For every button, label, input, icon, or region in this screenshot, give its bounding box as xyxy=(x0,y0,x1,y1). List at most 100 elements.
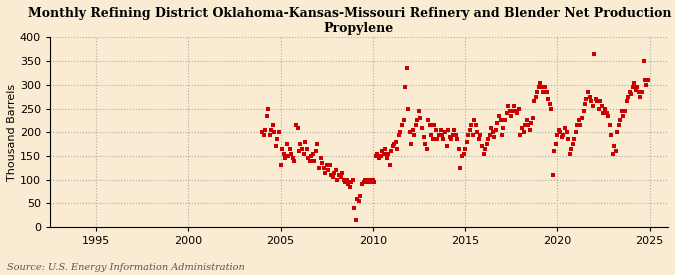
Point xyxy=(554,128,564,132)
Point xyxy=(603,114,614,118)
Point xyxy=(292,125,303,130)
Point xyxy=(431,128,441,132)
Point xyxy=(580,102,591,106)
Point xyxy=(550,142,561,146)
Point xyxy=(429,123,439,127)
Point xyxy=(418,135,429,139)
Point xyxy=(515,133,526,137)
Point xyxy=(432,137,443,142)
Point xyxy=(592,99,603,104)
Point xyxy=(464,128,475,132)
Point xyxy=(315,156,326,161)
Point xyxy=(495,118,506,123)
Point xyxy=(484,133,495,137)
Point xyxy=(331,168,342,172)
Point xyxy=(395,130,406,134)
Point xyxy=(483,137,493,142)
Point xyxy=(555,130,566,134)
Point xyxy=(327,175,338,180)
Point xyxy=(443,128,454,132)
Point xyxy=(500,118,510,123)
Point xyxy=(606,133,617,137)
Point xyxy=(348,177,358,182)
Point xyxy=(358,180,369,184)
Point xyxy=(629,80,640,85)
Point xyxy=(557,135,568,139)
Point xyxy=(597,104,608,108)
Point xyxy=(589,52,599,56)
Point xyxy=(541,90,552,94)
Point xyxy=(340,180,350,184)
Point xyxy=(360,177,371,182)
Point xyxy=(320,170,331,175)
Point xyxy=(572,123,583,127)
Point xyxy=(599,106,610,111)
Point xyxy=(378,151,389,156)
Point xyxy=(524,128,535,132)
Point xyxy=(516,125,527,130)
Point xyxy=(439,130,450,134)
Point xyxy=(616,109,627,113)
Point xyxy=(489,135,500,139)
Point xyxy=(421,147,432,151)
Point xyxy=(398,118,409,123)
Point xyxy=(472,130,483,134)
Point xyxy=(390,139,401,144)
Point xyxy=(341,177,352,182)
Point xyxy=(288,156,298,161)
Point xyxy=(502,111,512,116)
Point xyxy=(486,125,497,130)
Point xyxy=(526,120,537,125)
Point xyxy=(564,151,575,156)
Point xyxy=(574,118,585,123)
Point xyxy=(392,147,403,151)
Point xyxy=(310,149,321,153)
Point xyxy=(640,78,651,82)
Point xyxy=(273,130,284,134)
Point xyxy=(624,90,635,94)
Point xyxy=(298,151,309,156)
Point xyxy=(508,109,518,113)
Point xyxy=(469,118,480,123)
Point xyxy=(269,130,280,134)
Point xyxy=(466,123,477,127)
Point xyxy=(323,168,333,172)
Point xyxy=(558,133,569,137)
Point xyxy=(306,154,317,158)
Point xyxy=(503,104,514,108)
Point xyxy=(377,149,387,153)
Point xyxy=(329,170,340,175)
Point xyxy=(364,180,375,184)
Point xyxy=(277,147,288,151)
Point xyxy=(637,90,647,94)
Point xyxy=(355,194,366,199)
Point xyxy=(403,106,414,111)
Point xyxy=(475,133,486,137)
Point xyxy=(520,123,531,127)
Point xyxy=(350,218,361,222)
Point xyxy=(300,139,310,144)
Point xyxy=(284,147,295,151)
Point xyxy=(441,144,452,149)
Point xyxy=(444,135,455,139)
Point xyxy=(437,133,448,137)
Point xyxy=(522,123,533,127)
Point xyxy=(267,123,278,127)
Point xyxy=(281,142,292,146)
Point xyxy=(487,130,498,134)
Point xyxy=(303,156,314,161)
Point xyxy=(461,139,472,144)
Point xyxy=(416,125,427,130)
Point xyxy=(509,104,520,108)
Point xyxy=(595,99,605,104)
Point xyxy=(561,130,572,134)
Point xyxy=(587,104,598,108)
Point xyxy=(384,163,395,168)
Point xyxy=(372,151,383,156)
Point xyxy=(510,109,521,113)
Point xyxy=(604,123,615,127)
Point xyxy=(634,90,645,94)
Point xyxy=(438,137,449,142)
Point xyxy=(409,133,420,137)
Point xyxy=(581,97,592,101)
